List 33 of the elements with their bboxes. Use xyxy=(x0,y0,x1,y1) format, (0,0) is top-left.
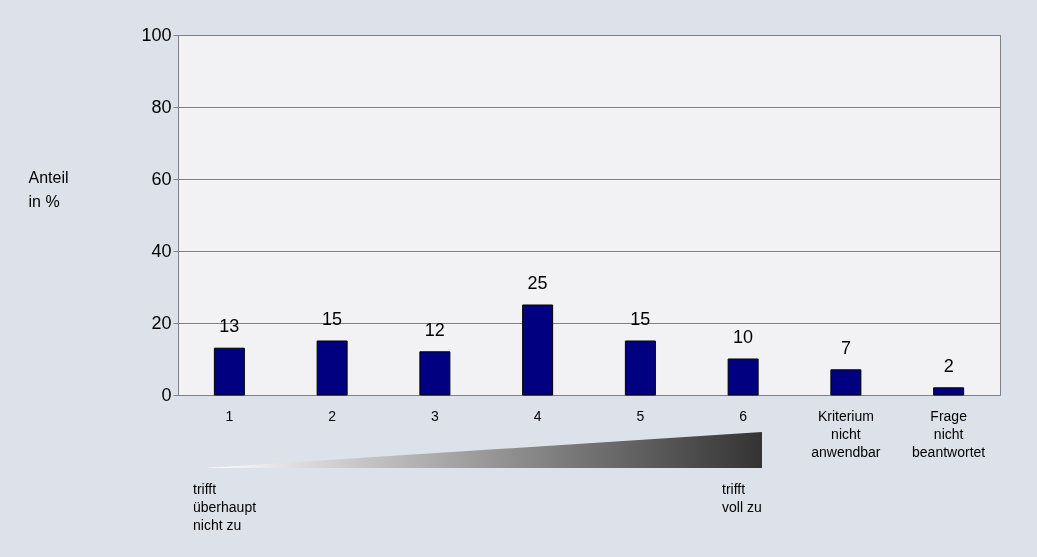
y-tick-label: 0 xyxy=(161,384,172,405)
bar xyxy=(624,340,656,396)
bar xyxy=(419,351,451,396)
data-label: 12 xyxy=(424,319,445,340)
x-tick-label: 3 xyxy=(430,407,439,424)
text: trifft voll zu xyxy=(722,480,762,516)
x-tick-label: Kriterium nicht anwendbar xyxy=(811,407,881,460)
bar xyxy=(316,340,348,396)
data-label: 15 xyxy=(322,309,343,329)
y-tick-label: 20 xyxy=(151,312,172,333)
data-label: 2 xyxy=(943,355,954,376)
y-tick-label: 40 xyxy=(151,240,172,261)
x-tick-label: Frage nicht beantwortet xyxy=(912,407,986,460)
data-label: 7 xyxy=(840,337,851,358)
bar xyxy=(522,304,554,396)
x-tick-label: 2 xyxy=(328,407,337,424)
y-tick-label: 80 xyxy=(151,96,172,117)
x-tick-label: 6 xyxy=(739,407,748,424)
bar xyxy=(933,387,965,396)
x-tick-label: 1 xyxy=(225,407,234,424)
x-tick-label: 4 xyxy=(533,407,542,424)
data-label: 25 xyxy=(527,273,548,293)
text: trifft überhaupt nicht zu xyxy=(193,480,258,534)
y-axis-title: Anteil in % xyxy=(28,168,69,210)
bar xyxy=(830,369,862,396)
data-label: 10 xyxy=(733,327,754,347)
data-label: 15 xyxy=(630,309,651,329)
data-label: 13 xyxy=(219,316,240,337)
x-tick-label: 5 xyxy=(636,407,645,424)
y-tick-label: 100 xyxy=(141,24,172,45)
y-tick-label: 60 xyxy=(151,168,172,189)
bar xyxy=(727,358,759,396)
bar xyxy=(213,347,245,396)
